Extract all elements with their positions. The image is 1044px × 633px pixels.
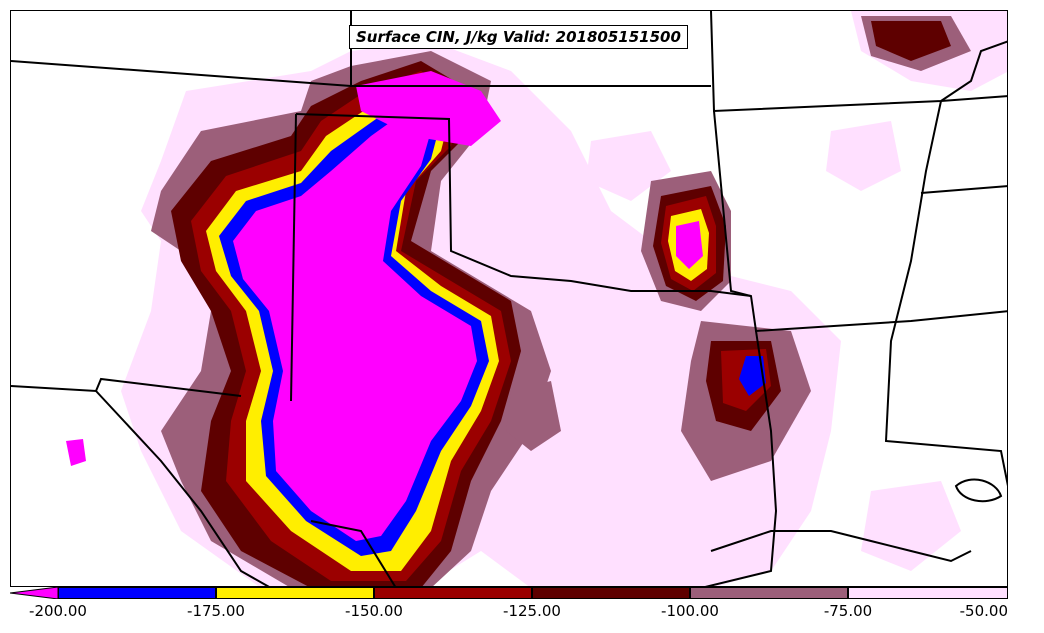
colorbar-tick-label: -125.00 bbox=[503, 602, 561, 620]
colorbar-tick-label: -50.00 bbox=[959, 602, 1008, 620]
map-panel: Surface CIN, J/kg Valid: 201805151500 bbox=[10, 10, 1008, 587]
colorbar-bin-5 bbox=[690, 587, 848, 599]
map-title: Surface CIN, J/kg Valid: 201805151500 bbox=[349, 25, 688, 49]
colorbar-tick-label: -75.00 bbox=[823, 602, 873, 620]
colorbar-bin-4 bbox=[532, 587, 690, 599]
colorbar-bin-6 bbox=[848, 587, 1008, 599]
colorbar-tick-label: -100.00 bbox=[661, 602, 719, 620]
colorbar-tick-label: -200.00 bbox=[29, 602, 87, 620]
colorbar-tick-label: -175.00 bbox=[187, 602, 245, 620]
colorbar-bin-2 bbox=[216, 587, 374, 599]
state-borders bbox=[11, 11, 1007, 586]
colorbar-bin-3 bbox=[374, 587, 532, 599]
colorbar-tick-label: -150.00 bbox=[345, 602, 403, 620]
colorbar-bin-1 bbox=[58, 587, 216, 599]
cin-map bbox=[11, 11, 1007, 586]
colorbar bbox=[10, 587, 1008, 599]
